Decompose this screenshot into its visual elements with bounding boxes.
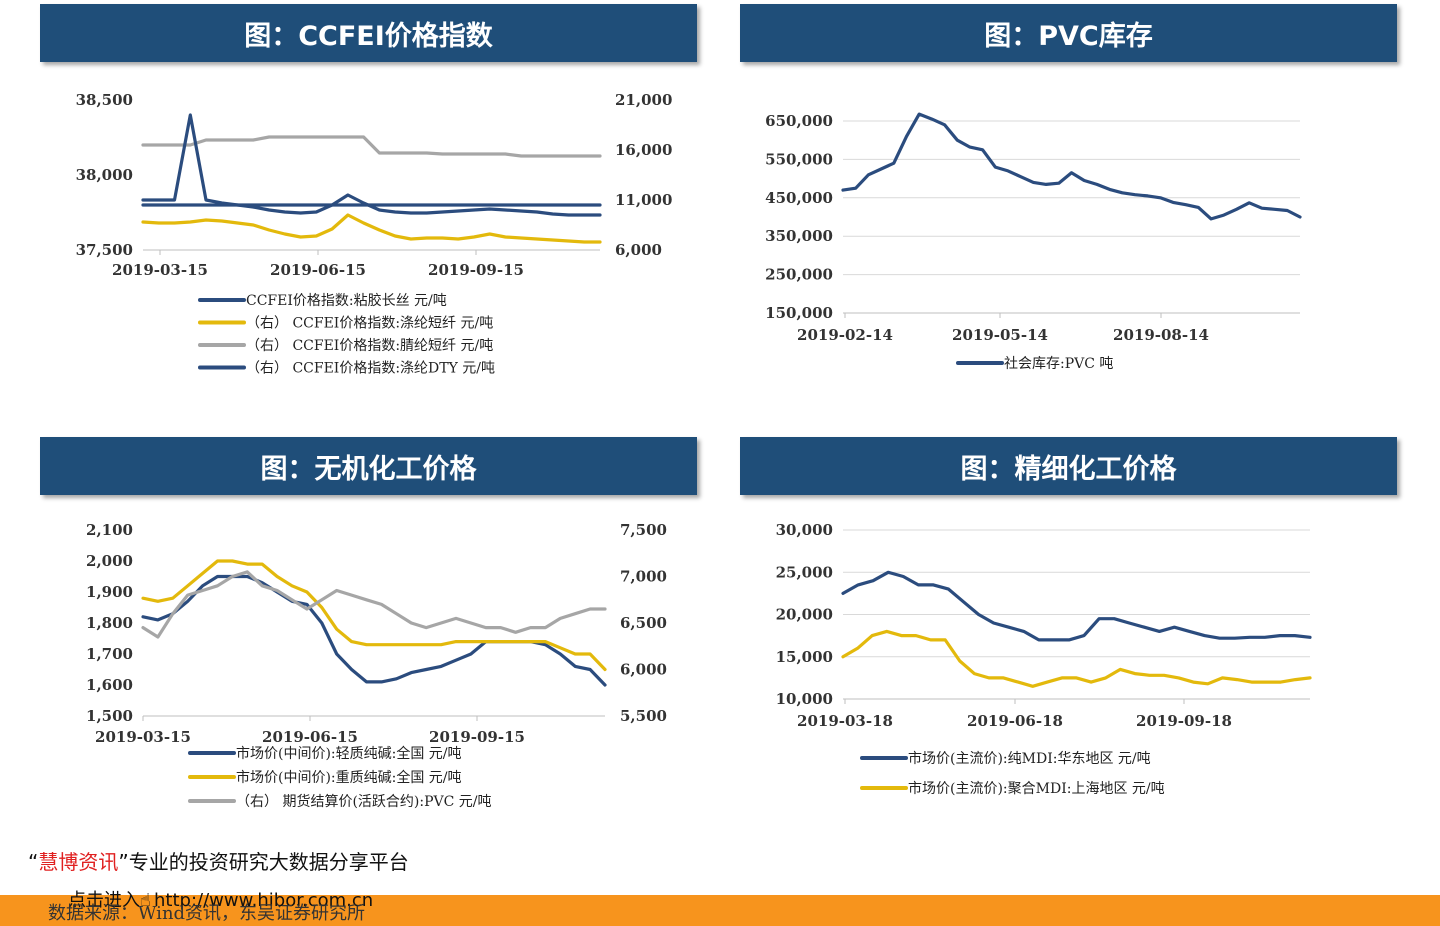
footer-link-url[interactable]: http://www.hibor.com.cn (154, 890, 374, 911)
chart3-y-tick-label: 2,100 (86, 521, 133, 539)
chart3-x-tick-label: 2019-03-15 (95, 728, 191, 746)
chart1-legend-label-3: （右） CCFEI价格指数:腈纶短纤 元/吨 (246, 338, 493, 354)
footer-bar (0, 895, 1440, 926)
panel-3-title-text: 图：无机化工价格 (260, 453, 477, 485)
footer-link-line[interactable]: 点击进入☝ http://www.hibor.com.cn (68, 886, 373, 912)
panel-4-title: 图：精细化工价格 (740, 437, 1397, 495)
chart3-y2-tick-label: 7,000 (620, 568, 667, 586)
chart2-x-tick-label: 2019-08-14 (1113, 326, 1209, 344)
chart1-y2-tick-label: 16,000 (615, 141, 672, 159)
chart1-y-tick-label: 37,500 (76, 241, 133, 259)
chart4-y-tick-label: 10,000 (776, 690, 833, 708)
chart2-y-tick-label: 550,000 (765, 150, 833, 168)
footer-slogan: 专业的投资研究大数据分享平台 (128, 850, 409, 874)
chart2-y-tick-label: 350,000 (765, 227, 833, 245)
chart4-series-1-line (841, 570, 1312, 642)
chart3-x-tick-label: 2019-09-15 (429, 728, 525, 746)
hand-pointer-icon: ☝ (140, 890, 151, 911)
chart1-x-tick-label: 2019-06-15 (270, 261, 366, 279)
chart4-y-tick-label: 20,000 (776, 606, 833, 624)
panel-1-title: 图：CCFEI价格指数 (40, 4, 697, 62)
footer-source: 数据来源：Wind资讯，东吴证券研究所 (48, 903, 366, 924)
chart3-y2-tick-label: 6,500 (620, 614, 667, 632)
chart1-legend-label-4: （右） CCFEI价格指数:涤纶DTY 元/吨 (246, 361, 495, 377)
chart1-y-tick-label: 38,000 (76, 166, 133, 184)
chart1-series-3-line (141, 135, 602, 158)
chart4-x-tick-label: 2019-03-18 (797, 712, 893, 730)
chart2-y-tick-label: 650,000 (765, 112, 833, 130)
chart3-y-tick-label: 1,800 (86, 614, 133, 632)
chart4-legend-label-2: 市场价(主流价):聚合MDI:上海地区 元/吨 (908, 780, 1165, 797)
chart1-legend-label-2: （右） CCFEI价格指数:涤纶短纤 元/吨 (246, 316, 493, 332)
chart3-series-3-line (141, 570, 607, 639)
chart3-y2-tick-label: 7,500 (620, 521, 667, 539)
chart3-legend-label-1: 市场价(中间价):轻质纯碱:全国 元/吨 (236, 745, 462, 762)
chart1-y2-tick-label: 11,000 (615, 191, 672, 209)
chart2-y-tick-label: 250,000 (765, 266, 833, 284)
chart3-legend-label-3: （右） 期货结算价(活跃合约):PVC 元/吨 (236, 793, 492, 810)
chart4-y-tick-label: 30,000 (776, 521, 833, 539)
chart3-series-1-line (141, 574, 607, 687)
chart1-series-2-line (141, 213, 602, 244)
chart2-y-tick-label: 450,000 (765, 189, 833, 207)
chart4-x-tick-label: 2019-06-18 (967, 712, 1063, 730)
chart3-y2-tick-label: 5,500 (620, 707, 667, 725)
chart1-series-4-line (141, 113, 602, 217)
chart4-y-tick-label: 25,000 (776, 563, 833, 581)
chart2-x-tick-label: 2019-05-14 (952, 326, 1048, 344)
chart3-y-tick-label: 1,500 (86, 707, 133, 725)
chart1-x-tick-label: 2019-03-15 (112, 261, 208, 279)
chart2-y-tick-label: 150,000 (765, 304, 833, 322)
chart4-y-tick-label: 15,000 (776, 648, 833, 666)
chart1-x-tick-label: 2019-09-15 (428, 261, 524, 279)
panel-3-title: 图：无机化工价格 (40, 437, 697, 495)
chart3-y-tick-label: 2,000 (86, 552, 133, 570)
chart3-y-tick-label: 1,600 (86, 676, 133, 694)
panel-2-title-text: 图：PVC库存 (984, 20, 1153, 52)
panel-4-title-text: 图：精细化工价格 (960, 453, 1177, 485)
footer-quote-close: ” (118, 850, 129, 874)
chart3-series-2-line (141, 559, 607, 672)
chart2-series-1-line (841, 112, 1302, 221)
panel-2-title: 图：PVC库存 (740, 4, 1397, 62)
chart1-y-tick-label: 38,500 (76, 91, 133, 109)
chart1-y2-tick-label: 6,000 (615, 241, 662, 259)
chart1-y2-tick-label: 21,000 (615, 91, 672, 109)
chart4-series-2-line (841, 629, 1312, 688)
footer-brand[interactable]: 慧博资讯 (38, 850, 119, 874)
chart1-legend-label-1: CCFEI价格指数:粘胶长丝 元/吨 (246, 292, 447, 309)
chart4-legend-label-1: 市场价(主流价):纯MDI:华东地区 元/吨 (908, 750, 1151, 767)
chart3-x-tick-label: 2019-06-15 (262, 728, 358, 746)
footer-link-label[interactable]: 点击进入 (68, 890, 140, 911)
chart3-legend-label-2: 市场价(中间价):重质纯碱:全国 元/吨 (236, 769, 462, 786)
chart2-x-tick-label: 2019-02-14 (797, 326, 893, 344)
chart3-y2-tick-label: 6,000 (620, 661, 667, 679)
chart4-x-tick-label: 2019-09-18 (1136, 712, 1232, 730)
chart2-legend-label-1: 社会库存:PVC 吨 (1004, 356, 1113, 372)
chart3-y-tick-label: 1,900 (86, 583, 133, 601)
footer-quote-open: “ (28, 850, 39, 874)
footer-brand-line: “慧博资讯”专业的投资研究大数据分享平台 (28, 846, 409, 875)
chart3-y-tick-label: 1,700 (86, 645, 133, 663)
panel-1-title-text: 图：CCFEI价格指数 (244, 20, 493, 52)
